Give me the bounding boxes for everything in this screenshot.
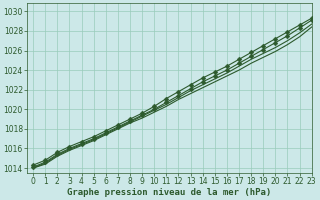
X-axis label: Graphe pression niveau de la mer (hPa): Graphe pression niveau de la mer (hPa) [67,188,271,197]
